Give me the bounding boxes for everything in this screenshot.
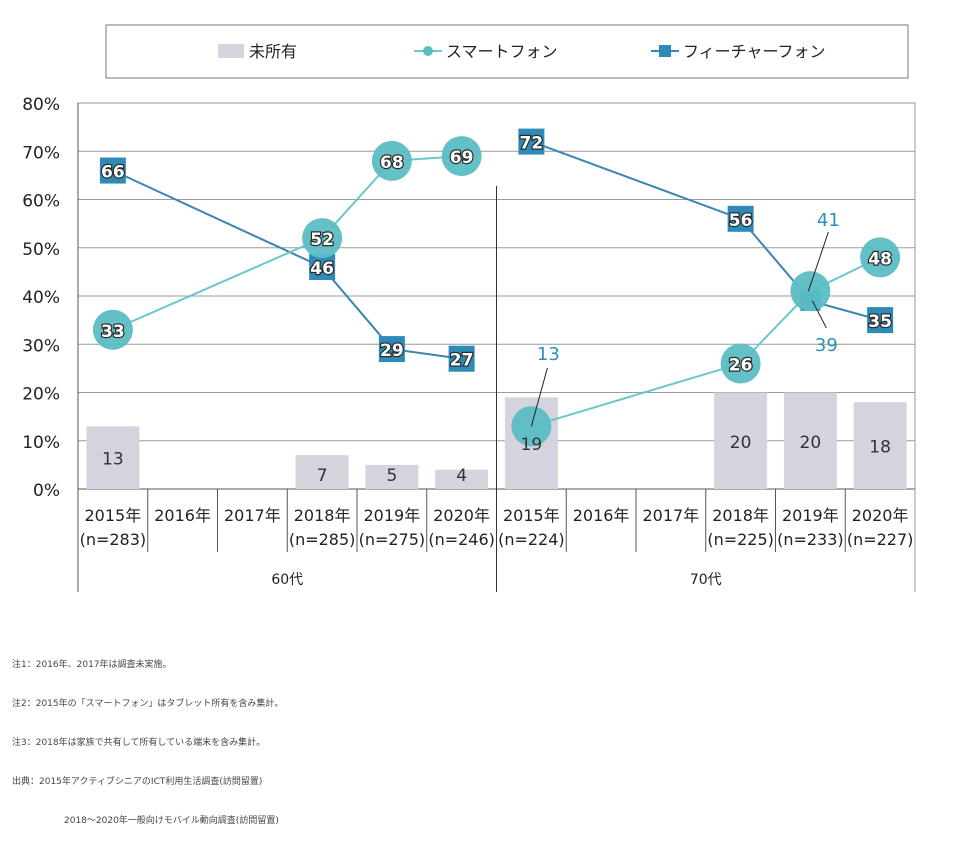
bar-not-owned [714,392,768,489]
source-line-1: 出典：2015年アクティブシニアのICT利用生活調査(訪問留置) [12,777,263,787]
line-smartphone [112,155,462,331]
callout-feature-phone-2019: 39 [815,335,838,356]
line-feature-phone [112,169,462,360]
callout-leader [807,231,829,292]
x-tick-n: (n=225) [707,530,774,549]
marker-feature-phone [867,307,894,334]
legend-label-not-owned: 未所有 [249,42,297,61]
label-not-owned: 20 [800,433,822,453]
label-smartphone: 26 [729,356,753,376]
x-tick-year: 2015年 [503,506,560,525]
x-tick-year: 2015年 [85,506,142,525]
x-tick-year: 2018年 [294,506,351,525]
note-1: 注1：2016年、2017年は調査未実施。 [12,660,172,670]
line-feature-phone [531,140,881,322]
marker-smartphone [371,140,412,181]
label-not-owned: 13 [102,450,124,470]
marker-smartphone [302,218,343,259]
x-tick-n: (n=227) [847,530,914,549]
marker-feature-phone [727,205,754,232]
label-smartphone: 68 [380,153,404,173]
line-smartphone [531,256,881,428]
label-smartphone: 48 [868,249,892,269]
y-tick-label: 50% [22,240,60,260]
marker-smartphone [720,343,761,384]
group-label: 70代 [690,572,722,588]
label-not-owned: 19 [521,435,543,455]
legend-swatch-not-owned [218,44,244,58]
label-feature-phone: 66 [101,163,125,183]
marker-feature-phone [378,336,405,363]
label-not-owned: 5 [386,466,397,486]
label-feature-phone: 27 [450,351,474,371]
x-tick-year: 2020年 [433,506,490,525]
y-tick-label: 70% [22,143,60,163]
bar-not-owned [86,426,140,489]
label-feature-phone: 56 [729,211,753,231]
legend-marker-smartphone [423,46,433,56]
y-tick-label: 0% [33,481,60,501]
y-tick-label: 80% [22,95,60,115]
marker-smartphone [441,136,482,177]
legend-label-smartphone: スマートフォン [446,42,558,61]
y-tick-label: 30% [22,336,60,356]
label-not-owned: 4 [456,466,467,486]
label-smartphone: 33 [101,322,125,342]
x-tick-year: 2019年 [782,506,839,525]
x-tick-n: (n=283) [80,530,147,549]
footnotes: 注1：2016年、2017年は調査未実施。 注2：2015年の「スマートフォン」… [12,633,283,854]
x-tick-year: 2017年 [224,506,281,525]
y-tick-label: 10% [22,433,60,453]
x-tick-n: (n=224) [498,530,565,549]
marker-smartphone [92,309,133,350]
y-tick-label: 20% [22,385,60,405]
group-label: 60代 [271,572,303,588]
y-tick-label: 60% [22,192,60,212]
chart-area: 80% 70% 60% 50% 40% 30% 20% 10% 0% 66 46 29 27 33 52 68… [12,24,916,826]
bar-not-owned [783,392,837,489]
label-smartphone: 69 [450,148,474,168]
y-tick-label: 40% [22,288,60,308]
marker-smartphone [860,237,901,278]
source-line-2: 2018～2020年一般向けモバイル動向調査(訪問留置) [64,816,279,826]
callout-leader [530,367,548,427]
x-tick-year: 2016年 [573,506,630,525]
callout-smartphone-2019: 41 [817,210,840,231]
marker-feature-phone [518,128,545,155]
x-tick-year: 2019年 [364,506,421,525]
label-smartphone: 52 [310,230,334,250]
x-tick-n: (n=233) [777,530,844,549]
label-feature-phone: 46 [310,259,334,279]
label-not-owned: 7 [317,466,328,486]
bar-not-owned [435,469,489,489]
x-tick-n: (n=246) [428,530,495,549]
label-feature-phone: 29 [380,341,404,361]
x-tick-n: (n=275) [359,530,426,549]
legend-marker-feature-phone [659,45,671,57]
note-3: 注3：2018年は家族で共有して所有している端末を含み集計。 [12,738,266,748]
note-2: 注2：2015年の「スマートフォン」はタブレット所有を含み集計。 [12,699,284,709]
label-not-owned: 20 [730,433,752,453]
legend-label-feature-phone: フィーチャーフォン [683,42,826,61]
marker-smartphone [790,271,831,312]
x-tick-n: (n=285) [289,530,356,549]
callout-smartphone-2015: 13 [537,344,560,365]
x-tick-year: 2016年 [154,506,211,525]
marker-feature-phone [99,157,126,184]
x-tick-year: 2017年 [643,506,700,525]
x-tick-year: 2018年 [712,506,769,525]
x-tick-year: 2020年 [852,506,909,525]
callout-leader [811,300,827,329]
label-feature-phone: 35 [868,312,892,332]
bar-not-owned [295,455,349,489]
marker-feature-phone [309,254,336,281]
label-not-owned: 18 [869,438,891,458]
bar-not-owned [853,402,907,489]
bar-not-owned [365,464,419,489]
chart-svg: 80% 70% 60% 50% 40% 30% 20% 10% 0% 66 46 29 27 33 52 68… [22,24,916,592]
marker-feature-phone [448,345,475,372]
label-feature-phone: 72 [520,134,544,154]
